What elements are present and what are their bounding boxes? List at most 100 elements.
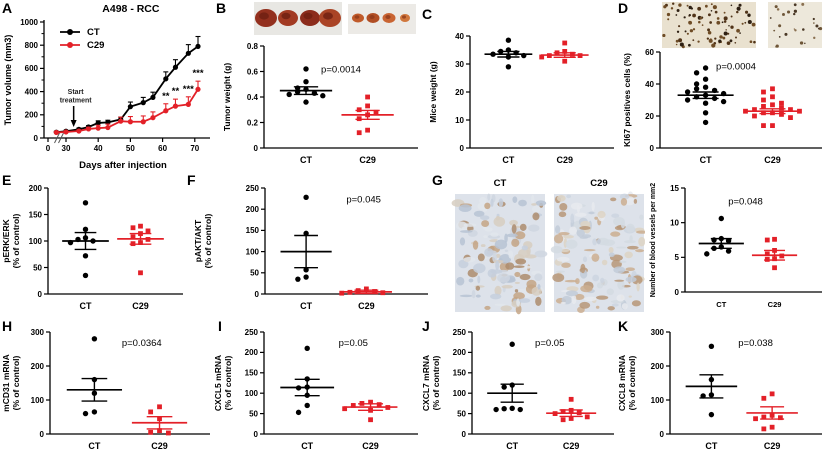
y-tick-label: 200 bbox=[651, 362, 665, 371]
ihc-texture-blob bbox=[468, 278, 474, 283]
ihc-texture-blob bbox=[611, 303, 619, 307]
data-point bbox=[157, 404, 162, 410]
ihc-texture-blob bbox=[621, 303, 628, 310]
group-label: C29 bbox=[151, 441, 168, 451]
cxcl8-mrna-scatter-chart: 0 100 200 300 CXCL8 mRNA (% of control) CT C29 p… bbox=[617, 328, 822, 451]
tumor-volume-line-chart: 0 200 400 600 800 1000 0 30 40 50 60 70 A498 - RCC Da… bbox=[3, 3, 210, 171]
ki67-speck bbox=[734, 41, 737, 44]
y-axis-label: (% of control) bbox=[203, 213, 213, 268]
data-point bbox=[779, 112, 784, 117]
y-axis-label: (% of control) bbox=[11, 213, 21, 268]
ihc-texture-blob bbox=[625, 276, 637, 283]
ihc-texture-blob bbox=[610, 231, 621, 237]
ihc-texture-blob bbox=[531, 203, 537, 206]
data-point bbox=[704, 251, 710, 257]
ihc-texture-blob bbox=[574, 212, 587, 217]
ki67-speck bbox=[676, 9, 680, 13]
data-point bbox=[560, 409, 566, 414]
data-point bbox=[304, 345, 310, 352]
data-point bbox=[702, 84, 709, 90]
ihc-texture-blob bbox=[480, 244, 486, 247]
ki67-speck bbox=[679, 42, 684, 47]
ki67-speck bbox=[678, 25, 681, 28]
data-point bbox=[539, 54, 545, 60]
ihc-texture-blob bbox=[455, 221, 468, 231]
data-point bbox=[82, 253, 89, 259]
data-point bbox=[752, 107, 757, 112]
ihc-texture-blob bbox=[498, 198, 504, 207]
y-tick-label: 600 bbox=[25, 64, 39, 73]
ki67-speck bbox=[747, 19, 752, 24]
data-point bbox=[560, 417, 566, 423]
ki67-speck bbox=[799, 41, 804, 45]
data-point bbox=[778, 415, 783, 421]
ki67-speck bbox=[723, 11, 726, 14]
data-point bbox=[172, 64, 179, 70]
ihc-texture-blob bbox=[558, 211, 567, 218]
ihc-texture-blob bbox=[487, 193, 491, 201]
ki67-speck bbox=[726, 41, 731, 45]
ihc-texture-blob bbox=[635, 249, 645, 253]
y-axis-label: (% of control) bbox=[11, 355, 21, 410]
ki67-speck bbox=[675, 43, 678, 46]
legend-label: C29 bbox=[87, 40, 104, 51]
data-point bbox=[127, 104, 133, 110]
ki67-speck bbox=[722, 36, 726, 40]
ihc-texture-blob bbox=[591, 201, 595, 211]
data-point bbox=[779, 100, 784, 106]
ki67-speck bbox=[692, 39, 695, 42]
ihc-texture-blob bbox=[537, 284, 541, 290]
ki67-speck bbox=[725, 29, 727, 31]
pakt-akt-scatter-chart: 0 50 100 150 200 250 pAKT/AKT (% of control) CT C… bbox=[193, 184, 428, 311]
ihc-texture-blob bbox=[592, 274, 600, 282]
data-point bbox=[761, 89, 766, 95]
group-label: CT bbox=[300, 155, 312, 165]
chart-title: A498 - RCC bbox=[102, 3, 160, 15]
y-tick-label: 0 bbox=[462, 430, 467, 439]
ihc-texture-blob bbox=[511, 238, 520, 247]
group-label: C29 bbox=[764, 441, 781, 451]
data-point bbox=[339, 290, 345, 296]
ki67-speck bbox=[736, 6, 741, 11]
x-tick-label: 60 bbox=[158, 144, 167, 153]
y-tick-label: 50 bbox=[250, 269, 259, 278]
data-point bbox=[562, 58, 568, 64]
ki67-speck bbox=[672, 2, 675, 5]
significance-label: ** bbox=[162, 91, 170, 102]
ki67-speck bbox=[704, 4, 708, 8]
data-point bbox=[303, 194, 309, 201]
ihc-texture-blob bbox=[561, 262, 571, 268]
ki67-speck bbox=[793, 12, 796, 16]
ihc-texture-blob bbox=[514, 289, 519, 293]
ihc-texture-blob bbox=[475, 294, 481, 298]
data-point bbox=[788, 115, 793, 120]
mcd31-mrna-scatter-chart: 0 100 200 300 mCD31 mRNA (% of control) CT C29 p… bbox=[1, 328, 210, 451]
tumor-blob-shade bbox=[354, 15, 360, 19]
x-tick-label: 40 bbox=[94, 144, 103, 153]
y-tick-label: 0 bbox=[650, 144, 655, 153]
data-point bbox=[779, 105, 784, 111]
ki67-speck bbox=[727, 32, 730, 35]
ihc-texture-blob bbox=[624, 251, 633, 259]
data-point bbox=[684, 97, 691, 103]
data-point bbox=[365, 94, 370, 100]
data-point bbox=[82, 272, 89, 279]
ki67-speck bbox=[690, 7, 694, 10]
group-label: C29 bbox=[556, 155, 573, 165]
ki67-speck bbox=[730, 15, 733, 18]
data-point bbox=[166, 430, 171, 436]
ki67-speck bbox=[699, 16, 703, 20]
ki67-speck bbox=[675, 39, 679, 43]
ihc-texture-blob bbox=[600, 277, 605, 283]
y-tick-label: 200 bbox=[31, 362, 45, 371]
ihc-texture-blob bbox=[477, 253, 485, 262]
data-point bbox=[95, 125, 101, 131]
data-point bbox=[584, 414, 590, 420]
ihc-texture-blob bbox=[581, 234, 592, 239]
ihc-texture-blob bbox=[606, 288, 614, 296]
panel-k: K 0 100 200 300 CXCL8 mRNA (% of control) CT C2… bbox=[616, 318, 824, 458]
tumor-blob-shade bbox=[385, 15, 391, 19]
tumor-blob-shade bbox=[303, 12, 313, 20]
ihc-texture-blob bbox=[579, 226, 591, 230]
panel-letter-k: K bbox=[618, 318, 629, 334]
